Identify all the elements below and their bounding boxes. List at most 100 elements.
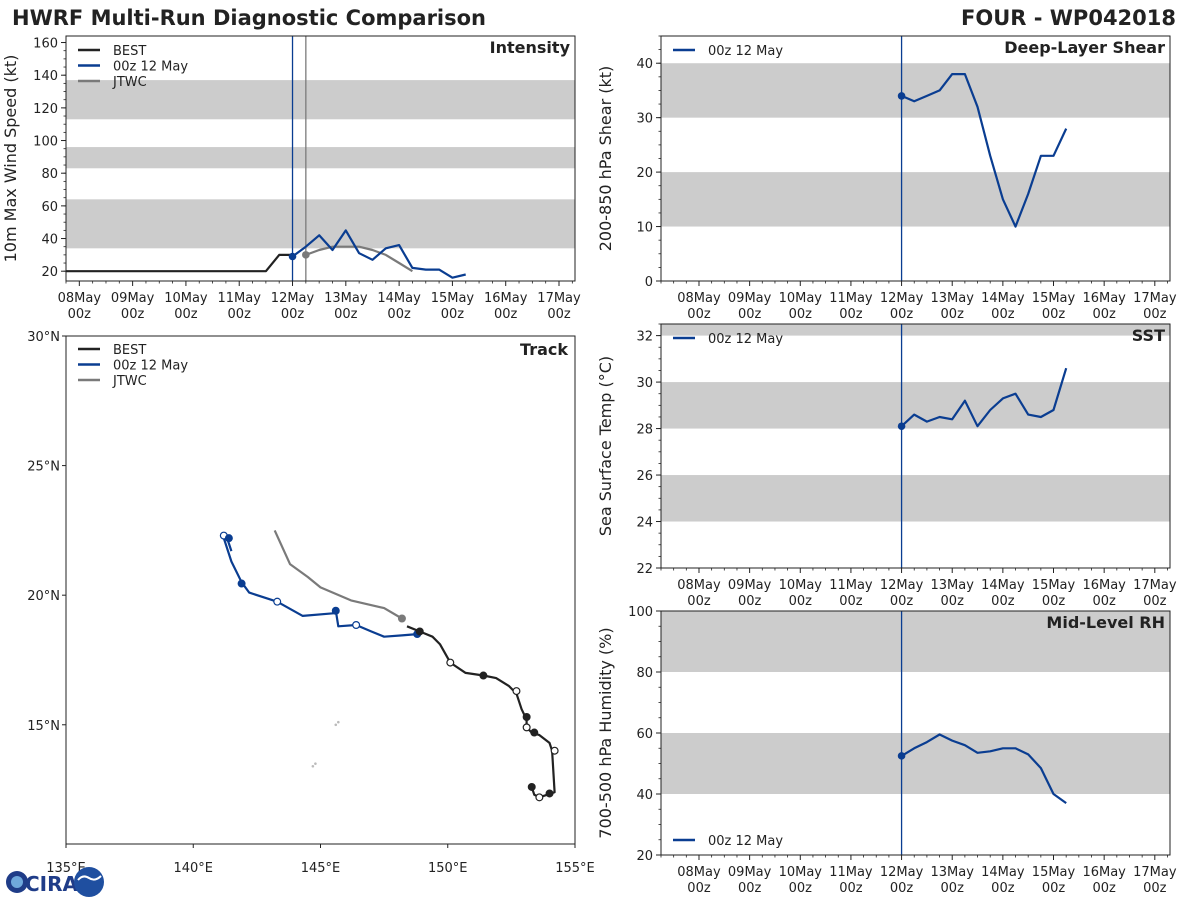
track-best-position-marker-6 — [522, 712, 531, 721]
shear-ytick-label: 10 — [636, 221, 653, 236]
track-xtick-label: 150°E — [428, 861, 468, 876]
shear-y-axis-label: 200-850 hPa Shear (kt) — [596, 66, 615, 252]
intensity-ytick-label: 160 — [33, 37, 58, 52]
track-best-position-marker-0 — [527, 782, 536, 791]
intensity-xtick-hour: 00z — [441, 307, 465, 322]
intensity-plot-area — [66, 36, 575, 281]
shear-xtick-hour: 00z — [941, 307, 965, 322]
storm-id: FOUR - WP042018 — [961, 6, 1176, 30]
intensity-ytick-label: 40 — [41, 233, 58, 248]
shear-xtick-day: 14May — [981, 291, 1025, 306]
sst-ytick-label: 26 — [636, 469, 653, 484]
intensity-xtick-day: 16May — [484, 291, 528, 306]
shear-run-series-line — [901, 72, 1068, 228]
sst-xtick-day: 13May — [931, 578, 975, 593]
rh-xtick-hour: 00z — [941, 881, 965, 896]
intensity-y-axis-label: 10m Max Wind Speed (kt) — [1, 55, 20, 263]
shear-xtick-day: 10May — [779, 291, 823, 306]
shear-xtick-hour: 00z — [1092, 307, 1116, 322]
sst-xtick-hour: 00z — [738, 594, 762, 609]
rh-xtick-hour: 00z — [789, 881, 813, 896]
rh-ytick-label: 80 — [636, 666, 653, 681]
logo-wave-icon — [77, 875, 102, 881]
sst-xtick-hour: 00z — [941, 594, 965, 609]
intensity-legend-label-jtwc: JTWC — [112, 75, 147, 90]
shear-panel-title: Deep-Layer Shear — [1004, 38, 1165, 57]
track-best-position-marker-9 — [446, 658, 455, 667]
track-jtwc-path — [273, 529, 403, 620]
shear-ytick-label: 30 — [636, 112, 653, 127]
track-panel: 135°E 140°E 145°E 150°E 155°E 15°N 20°N 25°N 30°… — [27, 330, 595, 876]
intensity-panel: 2040608010012014016008May00z09May00z10Ma… — [1, 35, 581, 322]
track-best-position-marker-2 — [545, 789, 554, 798]
intensity-xtick-hour: 00z — [387, 307, 411, 322]
track-best-position-marker-10 — [415, 627, 424, 636]
sst-shade-band-2 — [661, 324, 1170, 336]
shear-xtick-hour: 00z — [687, 307, 711, 322]
track-island-3 — [311, 764, 315, 768]
shear-xtick-day: 13May — [931, 291, 975, 306]
track-xtick-label: 135°E — [46, 861, 86, 876]
intensity-xtick-hour: 00z — [494, 307, 518, 322]
intensity-axes-frame — [65, 35, 576, 282]
sst-xtick-hour: 00z — [1042, 594, 1066, 609]
sst-xtick-hour: 00z — [1143, 594, 1167, 609]
rh-shade-band-1 — [661, 611, 1170, 672]
sst-xtick-hour: 00z — [687, 594, 711, 609]
shear-xtick-hour: 00z — [738, 307, 762, 322]
shear-ytick-label: 20 — [636, 166, 653, 181]
rh-y-axis-label: 700-500 hPa Humidity (%) — [596, 627, 615, 838]
rh-plot-area — [661, 611, 1170, 855]
rh-xtick-day: 15May — [1032, 865, 1076, 880]
shear-xtick-hour: 00z — [839, 307, 863, 322]
track-run-position-marker-2 — [331, 606, 340, 615]
track-legend-label-jtwc: JTWC — [112, 374, 147, 389]
intensity-ytick-label: 60 — [41, 200, 58, 215]
track-legend-label-run: 00z 12 May — [113, 359, 188, 374]
shear-plot-area — [661, 36, 1170, 281]
track-run-position-marker-1 — [352, 620, 361, 629]
rh-xtick-hour: 00z — [890, 881, 914, 896]
track-island-1 — [334, 723, 338, 727]
track-best-position-marker-1 — [535, 793, 544, 802]
sst-xtick-day: 12May — [880, 578, 924, 593]
track-ytick-label: 15°N — [27, 719, 60, 734]
shear-shade-band-1 — [661, 63, 1170, 118]
intensity-xtick-hour: 00z — [121, 307, 145, 322]
shear-xtick-hour: 00z — [890, 307, 914, 322]
rh-panel-title: Mid-Level RH — [1046, 613, 1165, 632]
shear-shade-band-0 — [661, 172, 1170, 227]
intensity-xtick-day: 17May — [537, 291, 581, 306]
track-xtick-label: 155°E — [555, 861, 595, 876]
sst-ytick-label: 24 — [636, 516, 653, 531]
rh-xtick-day: 12May — [880, 865, 924, 880]
sst-xtick-day: 16May — [1082, 578, 1126, 593]
track-ytick-label: 20°N — [27, 589, 60, 604]
track-run-position-marker-4 — [237, 579, 246, 588]
track-panel-title: Track — [520, 340, 568, 359]
track-jtwc-position-marker-0 — [397, 614, 406, 623]
shear-xtick-hour: 00z — [1143, 307, 1167, 322]
track-island-2 — [314, 762, 317, 765]
shear-ytick-label: 40 — [636, 57, 653, 72]
shear-legend-label-run: 00z 12 May — [708, 44, 783, 59]
intensity-xtick-day: 09May — [111, 291, 155, 306]
shear-xtick-day: 11May — [829, 291, 873, 306]
intensity-ytick-label: 120 — [33, 102, 58, 117]
intensity-shade-band-1 — [66, 147, 575, 169]
rh-xtick-day: 10May — [779, 865, 823, 880]
intensity-shade-band-0 — [66, 199, 575, 249]
rh-xtick-day: 16May — [1082, 865, 1126, 880]
intensity-xtick-hour: 00z — [334, 307, 358, 322]
intensity-jtwc-point-0 — [302, 251, 310, 259]
rh-xtick-hour: 00z — [687, 881, 711, 896]
rh-xtick-hour: 00z — [1042, 881, 1066, 896]
intensity-ytick-label: 100 — [33, 135, 58, 150]
intensity-ytick-label: 20 — [41, 265, 58, 280]
rh-xtick-hour: 00z — [738, 881, 762, 896]
intensity-best-series-line — [66, 253, 293, 273]
shear-xtick-day: 08May — [677, 291, 721, 306]
intensity-legend-label-best: BEST — [113, 44, 146, 59]
shear-xtick-hour: 00z — [789, 307, 813, 322]
shear-xtick-day: 12May — [880, 291, 924, 306]
